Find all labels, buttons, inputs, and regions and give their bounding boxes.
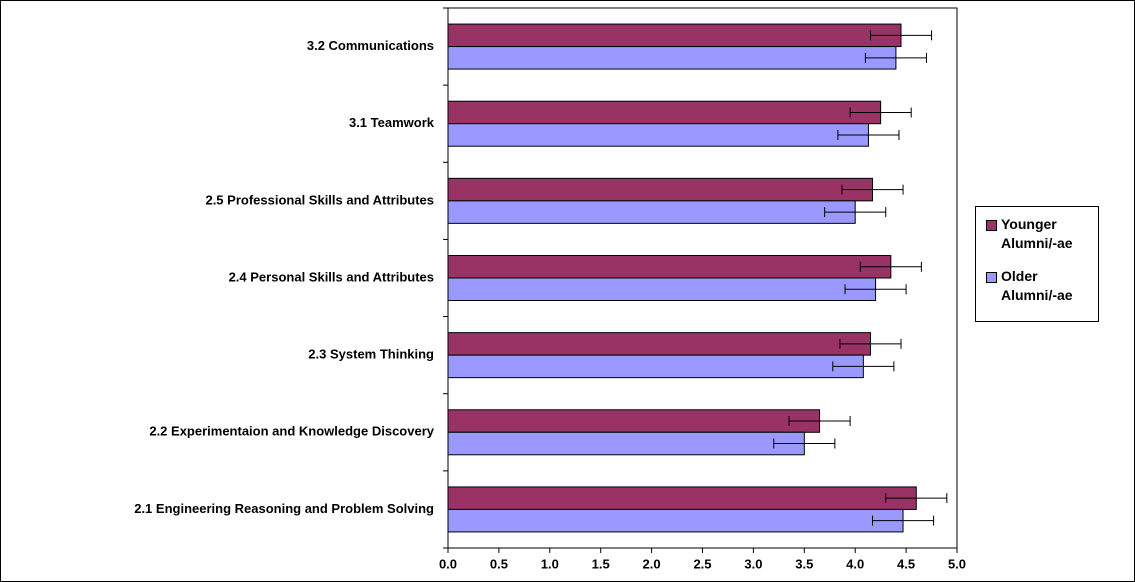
bar (447, 409, 821, 433)
bar (447, 354, 864, 379)
x-tick-label: 1.0 (541, 556, 559, 571)
x-tick-label: 3.5 (795, 556, 813, 571)
y-tick-label: 3.2 Communications (307, 38, 434, 53)
bar (447, 177, 874, 202)
legend-label: Younger Alumni/-ae (1001, 216, 1073, 251)
bar (447, 508, 904, 533)
error-bar (839, 338, 902, 349)
x-tick-label: 2.0 (643, 556, 661, 571)
error-bar (837, 129, 900, 140)
x-tick-label: 5.0 (948, 556, 966, 571)
legend-swatch (986, 272, 997, 283)
bar (447, 277, 877, 301)
y-tick-label: 2.2 Experimentaion and Knowledge Discove… (149, 424, 434, 439)
bar (447, 123, 869, 147)
y-tick-label: 2.5 Professional Skills and Attributes (205, 192, 434, 207)
x-tick-label: 0.5 (490, 556, 508, 571)
legend-swatch (986, 220, 997, 231)
error-bar (849, 107, 912, 118)
bar (447, 200, 856, 224)
error-bar (841, 184, 904, 195)
bar (447, 46, 897, 70)
error-bar (872, 515, 935, 526)
bar (447, 255, 892, 279)
x-tick-label: 0.0 (439, 556, 457, 571)
y-tick-label: 3.1 Teamwork (349, 115, 435, 130)
y-tick-label: 2.1 Engineering Reasoning and Problem So… (134, 501, 434, 516)
y-tick-label: 2.4 Personal Skills and Attributes (229, 269, 434, 284)
y-tick-label: 2.3 System Thinking (308, 347, 434, 362)
error-bar (859, 261, 922, 272)
x-tick-label: 3.0 (744, 556, 762, 571)
bar (447, 23, 902, 48)
legend-item: Younger Alumni/-ae (986, 215, 1096, 253)
x-tick-label: 1.5 (592, 556, 610, 571)
error-bar (824, 207, 887, 218)
bar (447, 431, 805, 456)
legend: Younger Alumni/-ae Older Alumni/-ae (975, 206, 1099, 322)
error-bar (832, 361, 895, 372)
error-bar (844, 284, 907, 295)
x-tick-label: 4.0 (846, 556, 864, 571)
x-tick-label: 4.5 (897, 556, 915, 571)
error-bar (885, 493, 948, 504)
legend-label: Older Alumni/-ae (1001, 268, 1073, 303)
bar (447, 486, 917, 510)
x-tick-label: 2.5 (693, 556, 711, 571)
error-bar (869, 30, 933, 41)
error-bar (864, 52, 927, 63)
error-bar (788, 416, 851, 427)
error-bar (773, 438, 836, 449)
bar (447, 332, 871, 356)
bar (447, 100, 882, 125)
legend-item: Older Alumni/-ae (986, 267, 1096, 305)
